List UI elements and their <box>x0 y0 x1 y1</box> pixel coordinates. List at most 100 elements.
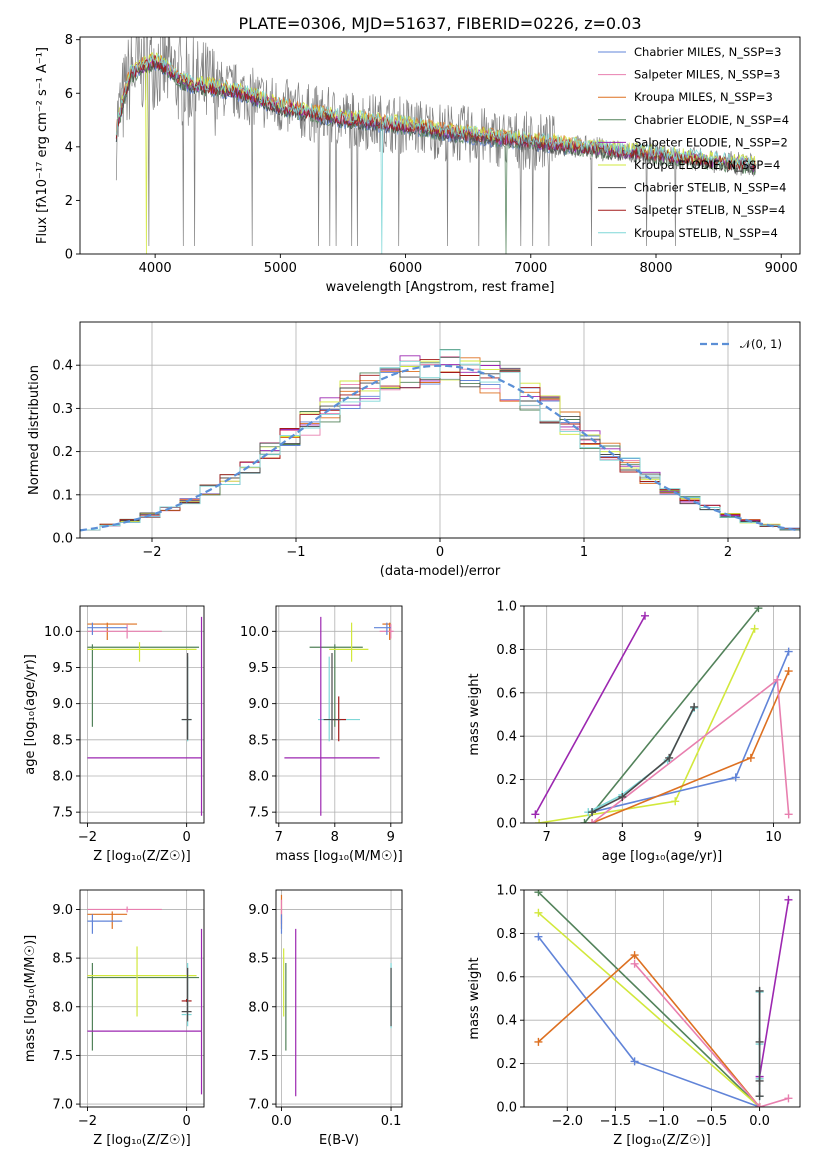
weight-marker <box>630 959 639 968</box>
x-tick-label: −2 <box>142 545 161 560</box>
y-tick-label: 0.4 <box>496 730 517 745</box>
panel-mass_vs_Z: −2 0 7.0 7.5 8.0 8.5 9.0 Z [log₁₀(Z/Z☉)] mass [l… <box>23 889 205 1148</box>
y-tick-label: 8.5 <box>52 952 73 967</box>
panel-residuals: −2 −1 0 1 2 0.0 0.1 0.2 0.3 0.4 (data-model)/error… <box>27 321 801 579</box>
x-axis-label: age [log₁₀(age/yr)] <box>602 849 723 864</box>
weight-marker <box>671 797 680 806</box>
axes-frame <box>79 605 205 824</box>
y-axis-label: mass weight <box>467 957 482 1039</box>
weight-marker <box>534 932 543 941</box>
y-tick-label: 8 <box>65 33 73 48</box>
x-tick-label: −1.0 <box>648 1114 680 1129</box>
weight-marker <box>784 667 793 676</box>
legend-entry: Chabrier STELIB, N_SSP=4 <box>634 181 786 195</box>
legend-entry: Kroupa ELODIE, N_SSP=4 <box>634 158 780 172</box>
errorbar-point-krou_elodie <box>87 642 197 662</box>
weight-marker <box>754 606 763 613</box>
y-tick-label: 1.0 <box>496 600 517 615</box>
x-tick-label: 0 <box>182 1114 190 1129</box>
weight-line-chab_elodie <box>583 607 760 823</box>
y-tick-label: 0.2 <box>496 1057 517 1072</box>
y-tick-label: 0.0 <box>52 532 73 547</box>
legend-entry: Salpeter STELIB, N_SSP=4 <box>634 203 785 217</box>
errorbar-point-chab_elodie <box>87 962 200 1051</box>
weight-marker <box>535 819 544 823</box>
y-tick-label: 7.5 <box>52 806 73 821</box>
axes-frame <box>79 36 801 255</box>
errorbar-point-krou_elodie <box>87 946 197 1017</box>
weight-marker <box>618 792 627 801</box>
errorbar-point-salp_elodie <box>284 616 380 816</box>
axes-frame <box>79 889 205 1108</box>
panel-age_vs_Z: −2 0 7.5 8.0 8.5 9.0 9.5 10.0 Z [log₁₀(Z/Z☉)] age… <box>23 605 205 864</box>
legend: Chabrier MILES, N_SSP=3 Salpeter MILES, N… <box>598 45 789 240</box>
errorbar-point-salp_miles <box>87 624 162 639</box>
histogram-krou_stelib <box>80 349 800 531</box>
legend-entry: 𝒩(0, 1) <box>740 337 782 351</box>
weight-line-chab_miles <box>591 651 790 813</box>
y-tick-label: 8.0 <box>52 1000 73 1015</box>
weight-marker <box>755 1092 764 1101</box>
x-tick-label: −2.0 <box>551 1114 583 1129</box>
weight-line-chab_stelib <box>591 706 695 813</box>
errorbar-point-salp_miles <box>87 906 162 913</box>
weight-line-salp_miles <box>633 963 789 1107</box>
weight-marker <box>534 890 543 897</box>
x-tick-label: 7000 <box>514 261 547 276</box>
weight-marker <box>580 819 589 823</box>
x-tick-label: 0.0 <box>271 1114 292 1129</box>
y-tick-label: 8.5 <box>248 733 269 748</box>
x-axis-label: mass [log₁₀(M/M☉)] <box>275 849 402 864</box>
errorbar-point-salp_stelib <box>181 998 192 1002</box>
plot-area <box>531 606 793 823</box>
plot-area <box>284 616 394 816</box>
y-axis-label: age [log₁₀(age/yr)] <box>23 654 38 775</box>
errorbar-point-chab_miles <box>87 914 123 934</box>
weight-marker <box>534 1037 543 1046</box>
weight-marker <box>630 951 639 960</box>
x-tick-label: 8 <box>618 830 626 845</box>
weight-line-salp_elodie <box>534 615 646 815</box>
axes-frame <box>275 889 403 1108</box>
weight-marker <box>755 986 764 995</box>
model-line-krou_stelib <box>115 53 756 254</box>
weight-marker <box>755 1076 764 1085</box>
y-tick-label: 0.8 <box>496 927 517 942</box>
errorbar-point-chab_miles <box>87 622 128 635</box>
x-tick-label: 0.0 <box>749 1114 770 1129</box>
weight-line-salp_elodie <box>758 899 790 1077</box>
errorbar-point-chab_stelib <box>323 653 341 740</box>
y-axis-label: Normed distribution <box>27 365 42 495</box>
y-tick-label: 0.8 <box>496 643 517 658</box>
y-tick-label: 4 <box>65 140 73 155</box>
weight-marker <box>773 675 782 684</box>
y-tick-label: 8.0 <box>248 1000 269 1015</box>
plot-area <box>87 906 203 1095</box>
panel-spectrum: 4000 5000 6000 7000 8000 9000 0 2 4 6 8 wavelength … <box>35 14 801 295</box>
x-tick-label: 1 <box>580 545 588 560</box>
y-axis-label: Flux [fλ10⁻¹⁷ erg cm⁻² s⁻¹ A⁻¹] <box>35 47 50 244</box>
x-tick-label: −0.5 <box>696 1114 728 1129</box>
y-tick-label: 7.0 <box>248 1098 269 1113</box>
y-tick-label: 0.4 <box>496 1014 517 1029</box>
y-tick-label: 0.1 <box>52 488 73 503</box>
y-tick-label: 8.5 <box>248 952 269 967</box>
axes-frame <box>523 605 801 824</box>
legend-entry: Kroupa MILES, N_SSP=3 <box>634 90 773 104</box>
x-axis-label: (data-model)/error <box>380 564 501 579</box>
y-tick-label: 9.5 <box>52 661 73 676</box>
weight-marker <box>665 753 674 762</box>
errorbar-point-chab_elodie <box>309 644 363 727</box>
x-tick-label: 4000 <box>139 261 172 276</box>
weight-line-chab_miles <box>537 936 760 1107</box>
weight-marker <box>755 1037 764 1046</box>
errorbar-point-chab_miles <box>374 622 391 635</box>
x-tick-label: 10 <box>765 830 782 845</box>
weight-marker <box>784 647 793 656</box>
weight-line-krou_elodie <box>538 628 756 823</box>
errorbar-point-salp_elodie <box>87 928 203 1095</box>
plot-area <box>534 890 793 1107</box>
y-tick-label: 9.0 <box>248 697 269 712</box>
weight-line-krou_miles <box>537 953 761 1107</box>
